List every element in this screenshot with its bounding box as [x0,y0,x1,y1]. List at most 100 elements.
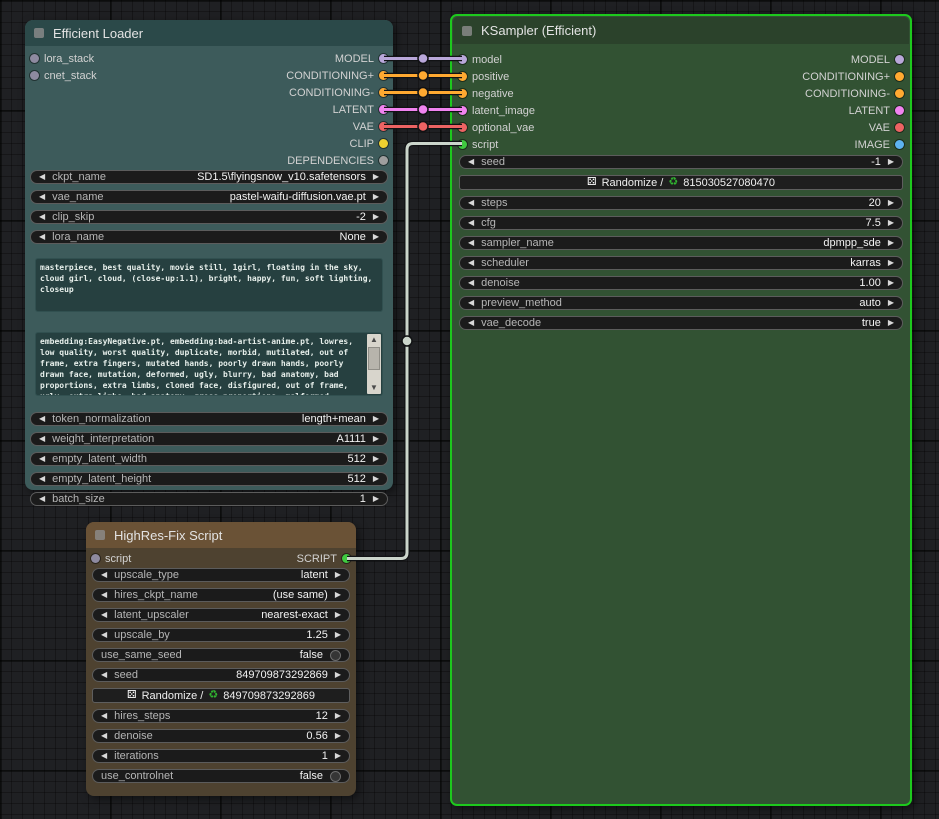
output-slot-dependencies[interactable]: DEPENDENCIES [287,152,388,169]
node-highres-fix-script[interactable]: HighRes-Fix Script script SCRIPT ◀ upsca… [86,522,356,796]
widget-seed[interactable]: ◀ seed 849709873292869 ▶ [92,668,350,682]
output-slot-conditioning-plus[interactable]: CONDITIONING+ [286,67,388,84]
input-port-positive[interactable] [458,72,467,81]
decrement-arrow-icon[interactable]: ◀ [39,434,46,443]
decrement-arrow-icon[interactable]: ◀ [101,711,108,720]
node-header[interactable]: Efficient Loader [25,20,393,46]
widget-sampler-name[interactable]: ◀ sampler_name dpmpp_sde ▶ [459,236,903,250]
widget-empty-latent-height[interactable]: ◀ empty_latent_height 512 ▶ [30,472,388,486]
decrement-arrow-icon[interactable]: ◀ [468,157,475,166]
decrement-arrow-icon[interactable]: ◀ [468,298,475,307]
output-port-clip[interactable] [379,139,388,148]
increment-arrow-icon[interactable]: ▶ [334,670,341,679]
output-port-image[interactable] [895,140,904,149]
widget-token-normalization[interactable]: ◀ token_normalization length+mean ▶ [30,412,388,426]
node-header[interactable]: KSampler (Efficient) [453,17,909,44]
widget-vae-name[interactable]: ◀ vae_name pastel-waifu-diffusion.vae.pt… [30,190,388,204]
output-slot-clip[interactable]: CLIP [350,135,388,152]
decrement-arrow-icon[interactable]: ◀ [101,670,108,679]
input-slot-model[interactable]: model [458,51,502,68]
increment-arrow-icon[interactable]: ▶ [887,157,894,166]
increment-arrow-icon[interactable]: ▶ [334,751,341,760]
increment-arrow-icon[interactable]: ▶ [372,172,379,181]
decrement-arrow-icon[interactable]: ◀ [39,454,46,463]
output-slot-latent[interactable]: LATENT [333,101,388,118]
widget-denoise[interactable]: ◀ denoise 1.00 ▶ [459,276,903,290]
widget-clip-skip[interactable]: ◀ clip_skip -2 ▶ [30,210,388,224]
widget-weight-interpretation[interactable]: ◀ weight_interpretation A1111 ▶ [30,432,388,446]
decrement-arrow-icon[interactable]: ◀ [468,218,475,227]
increment-arrow-icon[interactable]: ▶ [372,212,379,221]
output-port-conditioning-minus[interactable] [379,88,388,97]
widget-upscale-by[interactable]: ◀ upscale_by 1.25 ▶ [92,628,350,642]
widget-denoise[interactable]: ◀ denoise 0.56 ▶ [92,729,350,743]
toggle-knob[interactable] [330,649,341,661]
output-slot-vae[interactable]: VAE [869,119,904,136]
output-port-model[interactable] [895,55,904,64]
scroll-up-icon[interactable]: ▲ [370,335,378,344]
input-slot-script[interactable]: script [458,136,498,153]
input-slot-cnet-stack[interactable]: cnet_stack [30,67,97,84]
decrement-arrow-icon[interactable]: ◀ [101,630,108,639]
increment-arrow-icon[interactable]: ▶ [372,414,379,423]
input-port-optional-vae[interactable] [458,123,467,132]
increment-arrow-icon[interactable]: ▶ [334,630,341,639]
node-header[interactable]: HighRes-Fix Script [86,522,356,548]
input-port-lora-stack[interactable] [30,54,39,63]
prompt-scrollbar[interactable]: ▲ ▼ [367,334,381,394]
output-port-vae[interactable] [895,123,904,132]
input-slot-negative[interactable]: negative [458,85,514,102]
widget-lora-name[interactable]: ◀ lora_name None ▶ [30,230,388,244]
toggle-use-same-seed[interactable]: use_same_seed false [92,648,350,662]
widget-upscale-type[interactable]: ◀ upscale_type latent ▶ [92,568,350,582]
increment-arrow-icon[interactable]: ▶ [887,238,894,247]
decrement-arrow-icon[interactable]: ◀ [101,751,108,760]
scroll-down-icon[interactable]: ▼ [370,383,378,392]
increment-arrow-icon[interactable]: ▶ [334,610,341,619]
collapse-box-icon[interactable] [462,25,472,36]
decrement-arrow-icon[interactable]: ◀ [39,212,46,221]
output-slot-conditioning-minus[interactable]: CONDITIONING- [805,85,904,102]
output-slot-conditioning-plus[interactable]: CONDITIONING+ [802,68,904,85]
widget-seed[interactable]: ◀ seed -1 ▶ [459,155,903,169]
toggle-use-controlnet[interactable]: use_controlnet false [92,769,350,783]
output-port-conditioning-plus[interactable] [379,71,388,80]
increment-arrow-icon[interactable]: ▶ [887,298,894,307]
widget-hires-steps[interactable]: ◀ hires_steps 12 ▶ [92,709,350,723]
increment-arrow-icon[interactable]: ▶ [887,218,894,227]
widget-latent-upscaler[interactable]: ◀ latent_upscaler nearest-exact ▶ [92,608,350,622]
increment-arrow-icon[interactable]: ▶ [372,192,379,201]
increment-arrow-icon[interactable]: ▶ [334,570,341,579]
widget-batch-size[interactable]: ◀ batch_size 1 ▶ [30,492,388,506]
output-port-latent[interactable] [895,106,904,115]
input-port-script[interactable] [458,140,467,149]
decrement-arrow-icon[interactable]: ◀ [468,198,475,207]
widget-empty-latent-width[interactable]: ◀ empty_latent_width 512 ▶ [30,452,388,466]
increment-arrow-icon[interactable]: ▶ [334,731,341,740]
input-slot-lora-stack[interactable]: lora_stack [30,50,94,67]
widget-steps[interactable]: ◀ steps 20 ▶ [459,196,903,210]
widget-ckpt-name[interactable]: ◀ ckpt_name SD1.5\flyingsnow_v10.safeten… [30,170,388,184]
input-port-cnet-stack[interactable] [30,71,39,80]
decrement-arrow-icon[interactable]: ◀ [101,731,108,740]
output-port-conditioning-plus[interactable] [895,72,904,81]
increment-arrow-icon[interactable]: ▶ [334,590,341,599]
output-port-vae[interactable] [379,122,388,131]
output-slot-conditioning-minus[interactable]: CONDITIONING- [289,84,388,101]
increment-arrow-icon[interactable]: ▶ [372,232,379,241]
node-ksampler-efficient[interactable]: KSampler (Efficient) model MODEL positiv… [450,14,912,806]
input-port-model[interactable] [458,55,467,64]
input-slot-script[interactable]: script [91,550,131,567]
input-port-script[interactable] [91,554,100,563]
decrement-arrow-icon[interactable]: ◀ [468,238,475,247]
decrement-arrow-icon[interactable]: ◀ [39,474,46,483]
input-slot-optional-vae[interactable]: optional_vae [458,119,534,136]
output-slot-model[interactable]: MODEL [335,50,388,67]
input-port-latent-image[interactable] [458,106,467,115]
decrement-arrow-icon[interactable]: ◀ [39,414,46,423]
increment-arrow-icon[interactable]: ▶ [887,278,894,287]
decrement-arrow-icon[interactable]: ◀ [101,570,108,579]
widget-scheduler[interactable]: ◀ scheduler karras ▶ [459,256,903,270]
toggle-knob[interactable] [330,770,341,782]
